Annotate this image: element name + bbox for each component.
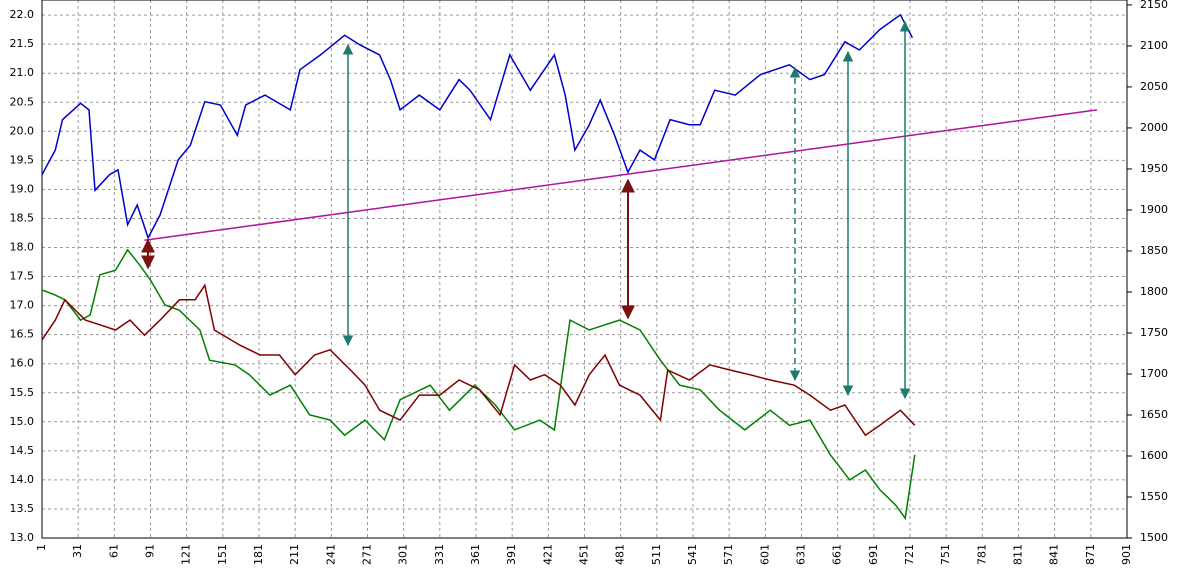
y-tick-label: 14.5 [10, 444, 35, 457]
y-tick-label: 17.0 [10, 299, 35, 312]
x-tick-label: 721 [903, 544, 916, 565]
y-tick-label: 20.0 [10, 124, 35, 137]
x-tick-label: 451 [578, 544, 591, 565]
x-tick-label: 241 [324, 544, 337, 565]
x-tick-label: 901 [1120, 544, 1133, 565]
y-tick-label: 13.5 [10, 502, 35, 515]
x-tick-label: 811 [1012, 544, 1025, 565]
x-tick-label: 511 [650, 544, 663, 565]
y-tick-label: 20.5 [10, 95, 35, 108]
y-tick-label: 18.5 [10, 211, 35, 224]
x-tick-label: 571 [722, 544, 735, 565]
line-series [41, 283, 916, 437]
x-tick-label: 331 [433, 544, 446, 565]
x-tick-label: 871 [1084, 544, 1097, 565]
y-tick-label: 19.5 [10, 153, 35, 166]
x-tick-label: 121 [180, 544, 193, 565]
y-tick-label: 18.0 [10, 241, 35, 254]
x-tick-label: 271 [361, 544, 374, 565]
y-tick-label: 17.5 [10, 270, 35, 283]
x-tick-label: 781 [975, 544, 988, 565]
annotation-arrows [141, 20, 911, 400]
y2-tick-label: 1650 [1140, 408, 1168, 421]
x-tick-label: 691 [867, 544, 880, 565]
y2-tick-label: 1500 [1140, 531, 1168, 544]
x-tick-label: 421 [541, 544, 554, 565]
x-tick-label: 751 [939, 544, 952, 565]
line-series [41, 248, 916, 521]
y2-tick-label: 1700 [1140, 367, 1168, 380]
y2-tick-label: 1750 [1140, 326, 1168, 339]
x-tick-label: 391 [505, 544, 518, 565]
x-tick-label: 841 [1048, 544, 1061, 565]
y2-tick-label: 2100 [1140, 39, 1168, 52]
y2-tick-label: 1900 [1140, 203, 1168, 216]
y-tick-label: 19.0 [10, 182, 35, 195]
line-series [41, 13, 914, 240]
x-tick-label: 631 [795, 544, 808, 565]
y2-tick-label: 1800 [1140, 285, 1168, 298]
y-tick-label: 16.0 [10, 357, 35, 370]
y2-tick-label: 1950 [1140, 162, 1168, 175]
y-tick-label: 21.5 [10, 37, 35, 50]
x-tick-label: 481 [614, 544, 627, 565]
y2-tick-label: 1850 [1140, 244, 1168, 257]
x-tick-label: 301 [397, 544, 410, 565]
x-tick-label: 181 [252, 544, 265, 565]
y-tick-label: 15.5 [10, 386, 35, 399]
y-tick-label: 15.0 [10, 415, 35, 428]
y-tick-label: 21.0 [10, 66, 35, 79]
plot-area: 13.0 13.5 14.0 14.5 15.0 15.5 16.0 16.5 17.0 17.5… [10, 0, 1168, 565]
y-tick-label: 13.0 [10, 531, 35, 544]
x-tick-label: 61 [107, 544, 120, 558]
y-tick-label: 22.0 [10, 8, 35, 21]
x-tick-label: 361 [469, 544, 482, 565]
plot-frame [41, 0, 1128, 539]
x-tick-label: 541 [686, 544, 699, 565]
y2-tick-label: 2150 [1140, 0, 1168, 11]
x-tick-label: 151 [216, 544, 229, 565]
y2-tick-label: 2000 [1140, 121, 1168, 134]
y2-tick-label: 1600 [1140, 449, 1168, 462]
x-tick-label: 661 [831, 544, 844, 565]
y2-tick-label: 1550 [1140, 490, 1168, 503]
line-series [144, 109, 1098, 242]
x-tick-label: 31 [71, 544, 84, 558]
y-tick-label: 16.5 [10, 328, 35, 341]
x-tick-label: 1 [35, 544, 48, 551]
y-tick-label: 14.0 [10, 473, 35, 486]
y2-tick-label: 2050 [1140, 80, 1168, 93]
x-tick-label: 601 [758, 544, 771, 565]
x-tick-label: 211 [288, 544, 301, 565]
x-tick-label: 91 [144, 544, 157, 558]
